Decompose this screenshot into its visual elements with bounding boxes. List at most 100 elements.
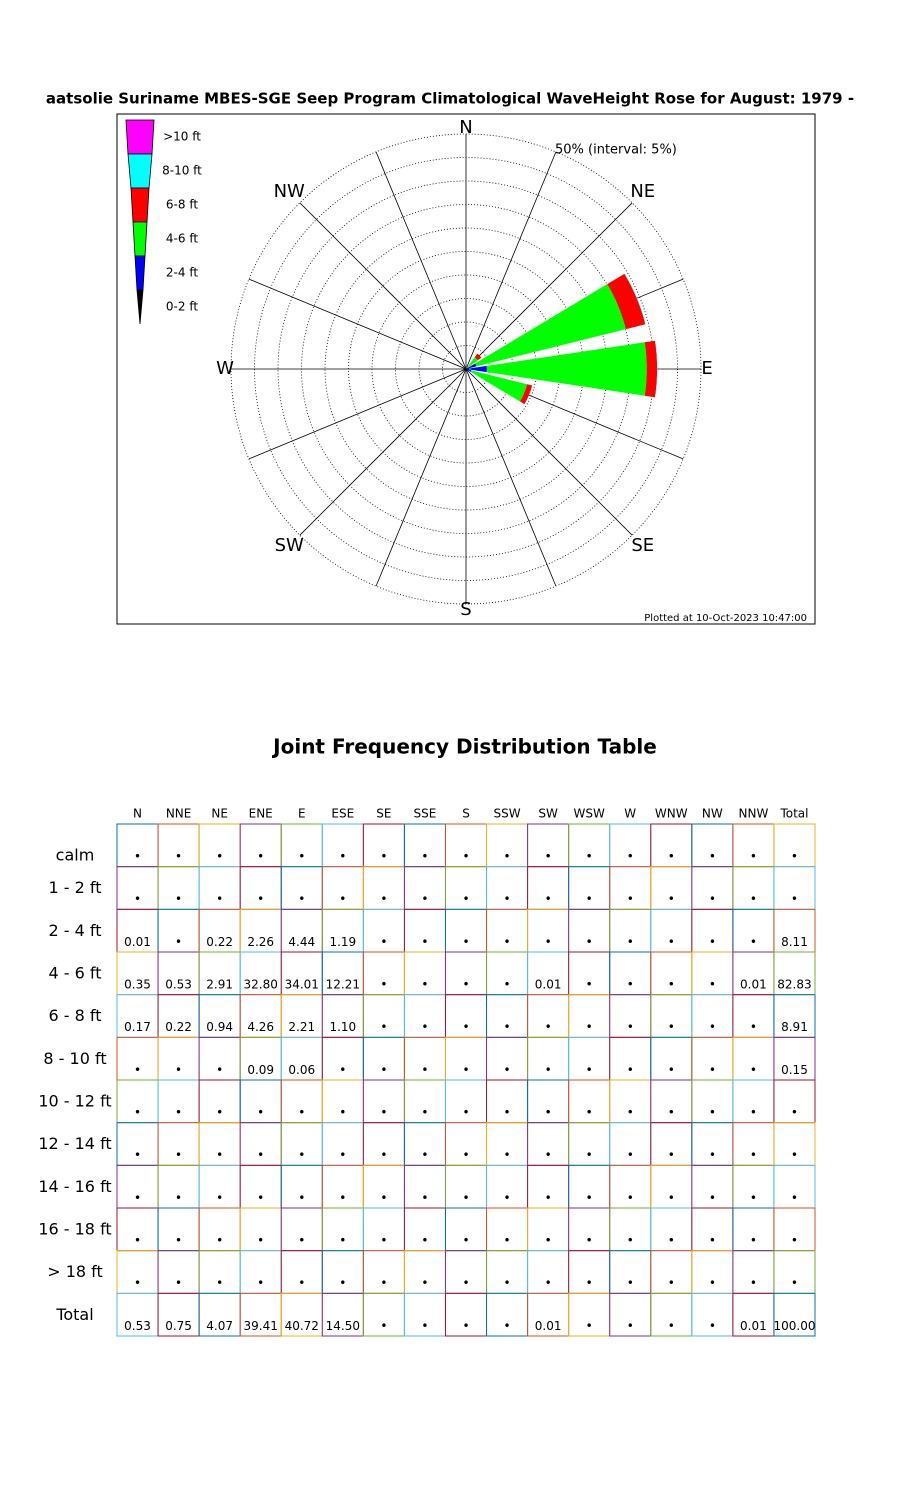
cell-value: • bbox=[339, 1276, 346, 1290]
cell-value: • bbox=[216, 1234, 223, 1248]
legend-swatch bbox=[125, 119, 155, 155]
cell-value: • bbox=[627, 1063, 634, 1077]
cell-value: • bbox=[586, 1191, 593, 1205]
chart-title: aatsolie Suriname MBES-SGE Seep Program … bbox=[46, 90, 854, 108]
cell-value: • bbox=[134, 1191, 141, 1205]
legend-swatch bbox=[136, 289, 144, 325]
row-label: 2 - 4 ft bbox=[48, 921, 101, 940]
cell-value: • bbox=[421, 1148, 428, 1162]
cell-value: • bbox=[380, 935, 387, 949]
cell-value: • bbox=[462, 1191, 469, 1205]
rose-segment bbox=[465, 367, 467, 369]
cell-value: • bbox=[668, 1063, 675, 1077]
cell-value: • bbox=[257, 1276, 264, 1290]
cell-value: • bbox=[134, 1148, 141, 1162]
cell-value: • bbox=[380, 978, 387, 992]
cell-value: 4.44 bbox=[288, 935, 315, 949]
cell-value: • bbox=[586, 1148, 593, 1162]
cell-value: • bbox=[627, 1148, 634, 1162]
cell-value: • bbox=[545, 1063, 552, 1077]
rose-segment bbox=[644, 340, 658, 398]
cell-value: • bbox=[791, 892, 798, 906]
cell-value: • bbox=[298, 1191, 305, 1205]
column-header: W bbox=[624, 807, 636, 821]
row-label: 1 - 2 ft bbox=[48, 878, 101, 897]
cell-value: • bbox=[504, 850, 511, 864]
cell-value: 4.07 bbox=[206, 1319, 233, 1333]
cell-value: 0.09 bbox=[247, 1063, 274, 1077]
cell-value: • bbox=[421, 978, 428, 992]
cell-value: 1.19 bbox=[329, 935, 356, 949]
cell-value: • bbox=[462, 1319, 469, 1333]
cell-value: • bbox=[462, 1234, 469, 1248]
cell-value: • bbox=[668, 1276, 675, 1290]
spoke bbox=[465, 368, 557, 587]
cell-value: • bbox=[380, 1234, 387, 1248]
cell-value: • bbox=[298, 1276, 305, 1290]
cell-value: • bbox=[380, 1063, 387, 1077]
cell-value: • bbox=[380, 1191, 387, 1205]
cell-value: • bbox=[462, 978, 469, 992]
cell-value: • bbox=[545, 1020, 552, 1034]
cell-value: • bbox=[462, 1063, 469, 1077]
table-title: Joint Frequency Distribution Table bbox=[271, 735, 657, 759]
cell-value: • bbox=[339, 1191, 346, 1205]
cell-value: • bbox=[709, 1276, 716, 1290]
cell-value: • bbox=[175, 1191, 182, 1205]
cell-value: • bbox=[134, 850, 141, 864]
cell-value: • bbox=[586, 1319, 593, 1333]
cell-value: • bbox=[668, 850, 675, 864]
compass-label: SW bbox=[275, 535, 304, 556]
cell-value: • bbox=[339, 850, 346, 864]
compass-label: SE bbox=[631, 535, 654, 556]
cell-value: • bbox=[421, 1234, 428, 1248]
cell-value: • bbox=[504, 1234, 511, 1248]
row-label: 12 - 14 ft bbox=[38, 1134, 111, 1153]
rose-segment bbox=[466, 369, 472, 372]
cell-value: 0.22 bbox=[165, 1020, 192, 1034]
cell-value: 0.15 bbox=[781, 1063, 808, 1077]
cell-value: • bbox=[545, 1276, 552, 1290]
column-header: WSW bbox=[573, 807, 604, 821]
cell-value: 0.22 bbox=[206, 935, 233, 949]
cell-value: • bbox=[339, 1234, 346, 1248]
compass-label: E bbox=[701, 358, 712, 379]
column-header: NW bbox=[702, 807, 723, 821]
cell-value: • bbox=[668, 978, 675, 992]
cell-value: • bbox=[175, 1148, 182, 1162]
cell-value: • bbox=[709, 978, 716, 992]
cell-value: • bbox=[668, 935, 675, 949]
cell-value: 82.83 bbox=[777, 978, 811, 992]
cell-value: • bbox=[668, 892, 675, 906]
cell-value: • bbox=[380, 1148, 387, 1162]
cell-value: • bbox=[462, 1020, 469, 1034]
cell-value: • bbox=[709, 935, 716, 949]
rose-segment bbox=[466, 366, 468, 369]
rose-segment bbox=[466, 365, 487, 373]
plot-note: Plotted at 10-Oct-2023 10:47:00 bbox=[644, 613, 807, 624]
cell-value: • bbox=[504, 1276, 511, 1290]
cell-value: • bbox=[750, 1276, 757, 1290]
cell-value: • bbox=[298, 1148, 305, 1162]
rose-segment bbox=[466, 368, 467, 369]
column-header: SSE bbox=[414, 807, 437, 821]
cell-value: • bbox=[750, 850, 757, 864]
cell-value: • bbox=[462, 1276, 469, 1290]
cell-value: • bbox=[257, 892, 264, 906]
cell-value: • bbox=[668, 1319, 675, 1333]
cell-value: • bbox=[791, 1234, 798, 1248]
cell-value: • bbox=[380, 892, 387, 906]
cell-value: • bbox=[134, 1106, 141, 1120]
spoke bbox=[375, 368, 467, 587]
cell-value: • bbox=[545, 1191, 552, 1205]
cell-value: • bbox=[750, 1020, 757, 1034]
legend-label: 2-4 ft bbox=[166, 266, 198, 280]
cell-value: • bbox=[257, 1191, 264, 1205]
rose-segment bbox=[474, 353, 482, 361]
cell-value: • bbox=[709, 1148, 716, 1162]
column-header: S bbox=[462, 807, 470, 821]
cell-value: • bbox=[627, 1234, 634, 1248]
rose-segment bbox=[486, 342, 647, 396]
